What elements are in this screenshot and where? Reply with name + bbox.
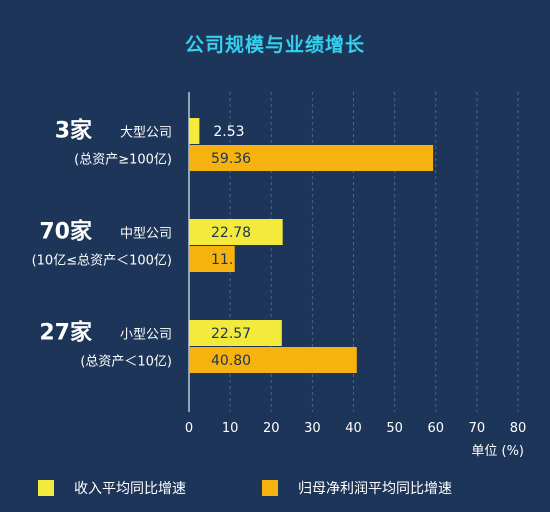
legend-swatch-profit — [262, 480, 278, 496]
x-tick-label: 30 — [304, 421, 321, 436]
bar-profit — [189, 145, 434, 171]
legend-label-revenue: 收入平均同比增速 — [74, 481, 186, 497]
legend-swatch-revenue — [38, 480, 54, 496]
x-tick-label: 0 — [185, 421, 193, 436]
data-label: 11.12 — [211, 252, 251, 268]
bar-revenue — [189, 320, 282, 346]
group-count: 27家 — [39, 320, 93, 346]
group-name: 大型公司 — [120, 126, 172, 141]
data-label: 2.53 — [213, 124, 244, 140]
chart-title: 公司规模与业绩增长 — [184, 34, 365, 56]
group-range: (总资产＜10亿) — [80, 355, 172, 370]
data-label: 22.78 — [211, 225, 251, 241]
data-label: 59.36 — [211, 151, 251, 167]
group-name: 小型公司 — [120, 328, 172, 343]
group-name: 中型公司 — [120, 227, 172, 242]
bar-revenue — [189, 219, 283, 245]
bar-revenue — [189, 118, 200, 144]
bar-profit — [189, 347, 357, 373]
x-tick-label: 40 — [345, 421, 362, 436]
data-label: 22.57 — [211, 326, 251, 342]
unit-label: 单位 (%) — [471, 444, 524, 459]
x-tick-label: 80 — [510, 421, 527, 436]
data-label: 40.80 — [211, 353, 251, 369]
legend-item-revenue: 收入平均同比增速 — [38, 478, 186, 498]
x-tick-label: 10 — [222, 421, 239, 436]
x-tick-label: 20 — [263, 421, 280, 436]
group-count: 70家 — [39, 219, 93, 245]
legend-item-profit: 归母净利润平均同比增速 — [262, 478, 452, 498]
group-count: 3家 — [55, 118, 93, 144]
group-range: (总资产≥100亿) — [74, 153, 172, 168]
x-tick-label: 50 — [386, 421, 403, 436]
x-tick-label: 70 — [469, 421, 486, 436]
legend-label-profit: 归母净利润平均同比增速 — [298, 481, 452, 497]
group-range: (10亿≤总资产＜100亿) — [32, 254, 172, 269]
bar-profit — [189, 246, 235, 272]
x-tick-label: 60 — [427, 421, 444, 436]
